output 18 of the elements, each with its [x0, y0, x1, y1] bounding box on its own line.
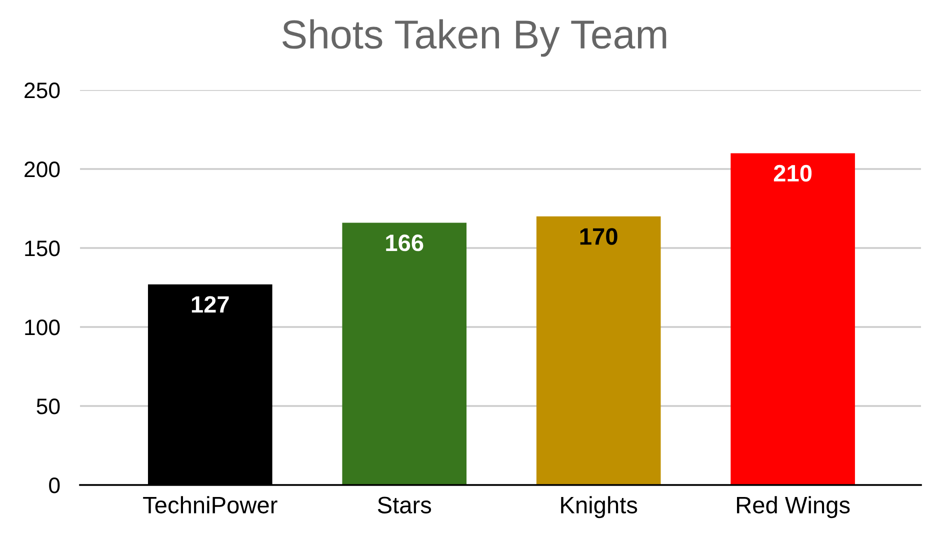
y-tick-label: 100: [25, 320, 60, 336]
x-tick-label: Stars: [378, 496, 432, 514]
bar: [730, 153, 855, 485]
bar: [536, 216, 661, 485]
data-label: 127: [192, 296, 229, 313]
y-tick-label: 0: [49, 478, 60, 494]
x-tick-label: TechniPower: [143, 496, 278, 514]
y-tick-label: 50: [36, 398, 60, 414]
chart-title: Shots Taken By Team: [282, 19, 666, 57]
y-tick-label: 150: [25, 240, 60, 256]
data-label: 170: [580, 228, 618, 245]
x-tick-label: Red Wings: [737, 496, 850, 518]
data-label: 166: [386, 234, 424, 252]
y-tick-label: 200: [24, 162, 60, 178]
x-tick-label: Knights: [561, 496, 638, 518]
bar: [342, 222, 467, 485]
y-tick-label: 250: [24, 82, 60, 98]
data-label: 210: [774, 164, 812, 182]
